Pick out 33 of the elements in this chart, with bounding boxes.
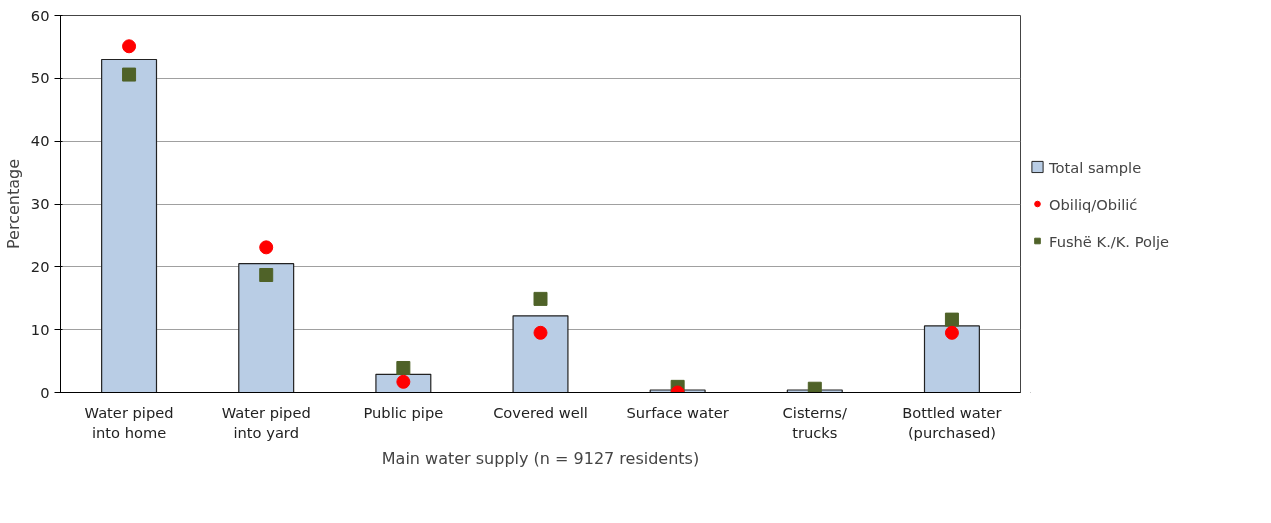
point [122,39,137,54]
y-tick-label: 50 [30,69,50,87]
y-tick-label: 0 [40,383,50,401]
point [533,291,548,306]
x-tick-label: Water piped into home [84,403,174,441]
bar [238,263,295,393]
x-tick-label: Cisterns/ trucks [782,403,848,441]
bar [512,315,569,393]
point [122,67,137,82]
point [944,312,959,327]
bar [923,325,980,393]
point [807,381,822,393]
y-tick-label: 60 [30,6,50,24]
x-tick-label: Surface water [626,403,730,421]
y-tick-label: 30 [30,195,50,212]
x-tick-label: Bottled water (purchased) [902,403,1003,441]
x-tick-label: Covered well [493,403,588,421]
point [533,325,548,340]
x-tick-label: Public pipe [363,403,444,421]
y-tick-label: 40 [30,132,50,150]
point [944,325,959,340]
bar [101,58,158,393]
x-axis-title: Main water supply (n = 9127 residents) [381,448,700,468]
legend-label: Fushë K./K. Polje [1049,232,1170,249]
legend-label: Obiliq/Obilić [1049,195,1138,212]
y-axis-title: Percentage [3,158,23,249]
x-tick-label: Water piped into yard [221,403,311,441]
point [259,268,274,282]
point [396,360,411,375]
y-tick-label: 20 [30,257,50,275]
point [259,240,274,255]
legend-label: Total sample [1049,158,1142,175]
y-tick-label: 10 [30,320,50,338]
